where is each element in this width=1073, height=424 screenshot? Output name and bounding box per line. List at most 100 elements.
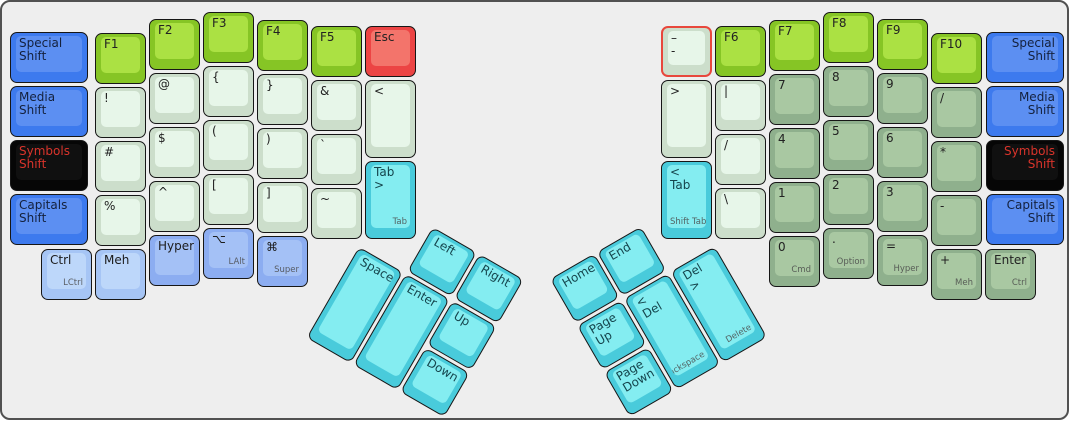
key-f3[interactable]: F3 xyxy=(203,12,254,63)
key-num-7[interactable]: 7 xyxy=(769,74,820,125)
key-f6[interactable]: F6 xyxy=(715,26,766,77)
key-less-than[interactable]: < xyxy=(365,80,416,158)
keycap-top: F2 xyxy=(155,23,194,59)
key-tilde[interactable]: ~ xyxy=(311,188,362,239)
key-shift-tab[interactable]: < Tab Shift Tab xyxy=(661,161,712,239)
keycap-top: Home xyxy=(557,259,609,311)
key-at[interactable]: @ xyxy=(149,73,200,124)
key-symbols-shift-right[interactable]: Symbols Shift xyxy=(986,140,1064,191)
keycap-top: Capitals Shift xyxy=(992,198,1058,234)
key-label: ] xyxy=(266,186,271,200)
key-num-5[interactable]: 5 xyxy=(823,120,874,171)
key-enter[interactable]: Enter Ctrl xyxy=(985,249,1036,300)
key-f1[interactable]: F1 xyxy=(95,33,146,84)
key-label: ` xyxy=(320,138,326,152)
key-num-equals[interactable]: = Hyper xyxy=(877,235,928,286)
keycap-top: % xyxy=(101,199,140,235)
key-label: F2 xyxy=(158,23,173,37)
key-exclam[interactable]: ! xyxy=(95,87,146,138)
key-num-plus[interactable]: + Meh xyxy=(931,249,982,300)
key-lalt[interactable]: ⌥ LAlt xyxy=(203,228,254,279)
key-hash[interactable]: # xyxy=(95,141,146,192)
key-label: 1 xyxy=(778,186,786,200)
key-label: F1 xyxy=(104,37,119,51)
keycap-top: ^ xyxy=(155,185,194,221)
key-f10[interactable]: F10 xyxy=(931,33,982,84)
key-rparen[interactable]: ) xyxy=(257,128,308,179)
key-greater-than[interactable]: > xyxy=(661,80,712,158)
key-num-slash[interactable]: / xyxy=(931,87,982,138)
key-sublabel: Backspace xyxy=(661,349,707,378)
key-num-4[interactable]: 4 xyxy=(769,128,820,179)
keycap-top: / xyxy=(937,91,976,127)
keycap-top: ! xyxy=(101,91,140,127)
key-slash[interactable]: / xyxy=(715,134,766,185)
keycap-top: 1 xyxy=(775,186,814,222)
key-label: Tab > xyxy=(374,165,395,193)
key-media-shift-left[interactable]: Media Shift xyxy=(10,86,88,137)
key-meh-left[interactable]: Meh xyxy=(95,249,146,300)
key-lbrace[interactable]: { xyxy=(203,66,254,117)
key-f2[interactable]: F2 xyxy=(149,19,200,70)
key-label: Space xyxy=(357,254,396,286)
key-f4[interactable]: F4 xyxy=(257,20,308,71)
key-symbols-shift-left[interactable]: Symbols Shift xyxy=(10,140,88,191)
key-lbracket[interactable]: [ xyxy=(203,174,254,225)
key-label: 9 xyxy=(886,77,894,91)
key-dash[interactable]: – - xyxy=(661,26,712,77)
keycap-top: 0 Cmd xyxy=(775,240,814,276)
key-special-shift-left[interactable]: Special Shift xyxy=(10,32,88,83)
key-num-2[interactable]: 2 xyxy=(823,174,874,225)
key-num-asterisk[interactable]: * xyxy=(931,141,982,192)
key-caret[interactable]: ^ xyxy=(149,181,200,232)
key-tab[interactable]: Tab > Tab xyxy=(365,161,416,239)
key-media-shift-right[interactable]: Media Shift xyxy=(986,86,1064,137)
keycap-top: Up xyxy=(437,307,490,358)
keycap-top: [ xyxy=(209,178,248,214)
key-lparen[interactable]: ( xyxy=(203,120,254,171)
key-sublabel: LCtrl xyxy=(63,277,83,288)
keycap-top: Media Shift xyxy=(16,90,82,126)
key-num-0[interactable]: 0 Cmd xyxy=(769,236,820,287)
key-num-1[interactable]: 1 xyxy=(769,182,820,233)
key-capitals-shift-right[interactable]: Capitals Shift xyxy=(986,194,1064,245)
key-label: 6 xyxy=(886,131,894,145)
key-backtick[interactable]: ` xyxy=(311,134,362,185)
key-rbracket[interactable]: ] xyxy=(257,182,308,233)
key-f5[interactable]: F5 xyxy=(311,26,362,77)
key-special-shift-right[interactable]: Special Shift xyxy=(986,32,1064,83)
key-sublabel: Ctrl xyxy=(1011,277,1027,288)
key-lctrl[interactable]: Ctrl LCtrl xyxy=(41,249,92,300)
key-label: Page Up xyxy=(586,310,619,349)
key-num-minus[interactable]: - xyxy=(931,195,982,246)
key-rbrace[interactable]: } xyxy=(257,74,308,125)
key-f8[interactable]: F8 xyxy=(823,12,874,63)
keycap-top: 8 xyxy=(829,70,868,106)
key-f9[interactable]: F9 xyxy=(877,19,928,70)
key-capitals-shift-left[interactable]: Capitals Shift xyxy=(10,194,88,245)
key-num-6[interactable]: 6 xyxy=(877,127,928,178)
key-hyper-left[interactable]: Hyper xyxy=(149,235,200,286)
keycap-top: Right xyxy=(464,260,517,312)
key-ampersand[interactable]: & xyxy=(311,80,362,131)
keycap-top: Special Shift xyxy=(16,36,82,72)
keycap-top: ] xyxy=(263,186,302,222)
key-percent[interactable]: % xyxy=(95,195,146,246)
key-label: Enter xyxy=(994,253,1027,267)
key-f7[interactable]: F7 xyxy=(769,20,820,71)
key-num-period[interactable]: . Option xyxy=(823,228,874,279)
key-backslash[interactable]: \ xyxy=(715,188,766,239)
key-esc[interactable]: Esc xyxy=(365,26,416,77)
keycap-top: F7 xyxy=(775,24,814,60)
key-num-3[interactable]: 3 xyxy=(877,181,928,232)
key-num-8[interactable]: 8 xyxy=(823,66,874,117)
keycap-top: / xyxy=(721,138,760,174)
keycap-top: 3 xyxy=(883,185,922,221)
key-pipe[interactable]: | xyxy=(715,80,766,131)
keycap-top: & xyxy=(317,84,356,120)
key-super[interactable]: ⌘ Super xyxy=(257,236,308,287)
key-num-9[interactable]: 9 xyxy=(877,73,928,124)
key-dollar[interactable]: $ xyxy=(149,127,200,178)
key-label: 2 xyxy=(832,178,840,192)
keycap-top: ⌥ LAlt xyxy=(209,232,248,268)
